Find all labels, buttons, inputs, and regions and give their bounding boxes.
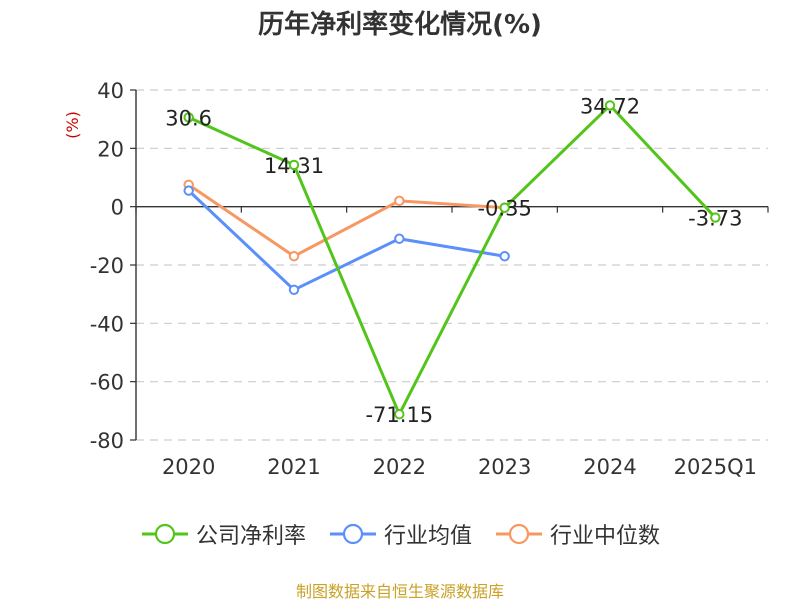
legend-item[interactable]: 公司净利率 bbox=[140, 518, 306, 550]
x-tick-label: 2021 bbox=[267, 455, 320, 479]
source-note: 制图数据来自恒生聚源数据库 bbox=[295, 582, 504, 601]
y-tick-label: -80 bbox=[90, 429, 124, 453]
data-labels: 30.6 14.31 -71.15 -0.35 34.72 -3.73 bbox=[165, 94, 742, 427]
x-tick-label: 2022 bbox=[373, 455, 426, 479]
data-label: -3.73 bbox=[688, 207, 742, 231]
legend-swatch bbox=[496, 523, 542, 545]
legend-swatch bbox=[329, 523, 376, 545]
x-tick-label: 2024 bbox=[583, 455, 636, 479]
legend: 公司净利率 行业均值 行业中位数 bbox=[0, 518, 800, 550]
axes: 40 20 0 -20 -40 -60 -80 2020 2021 2022 2023 2024 202… bbox=[63, 79, 769, 479]
data-label: 30.6 bbox=[165, 106, 212, 130]
x-tick-label: 2025Q1 bbox=[674, 455, 757, 479]
legend-label: 行业均值 bbox=[383, 524, 472, 549]
data-point[interactable] bbox=[288, 159, 300, 171]
data-label: 14.31 bbox=[264, 154, 324, 178]
x-tick-label: 2020 bbox=[162, 455, 215, 479]
y-tick-label: -60 bbox=[90, 371, 124, 395]
data-point[interactable] bbox=[499, 202, 510, 213]
series-line bbox=[187, 183, 505, 258]
y-tick-label: -20 bbox=[90, 254, 124, 278]
legend-label: 公司净利率 bbox=[195, 524, 306, 549]
y-tick-label: 40 bbox=[97, 79, 124, 103]
legend-swatch bbox=[141, 523, 188, 545]
data-point[interactable] bbox=[394, 195, 405, 207]
legend-item[interactable]: 行业中位数 bbox=[494, 518, 660, 550]
series-line bbox=[188, 103, 717, 416]
y-axis-label: (%) bbox=[63, 111, 82, 139]
grid-lines bbox=[136, 89, 768, 441]
data-point[interactable] bbox=[183, 112, 194, 123]
y-tick-label: 0 bbox=[111, 196, 124, 220]
data-point[interactable] bbox=[288, 284, 300, 295]
data-point[interactable] bbox=[604, 100, 616, 111]
data-label: -0.35 bbox=[477, 197, 531, 221]
data-point[interactable] bbox=[499, 251, 510, 262]
data-point[interactable] bbox=[394, 408, 405, 420]
data-label: 34.72 bbox=[580, 94, 640, 118]
data-point[interactable] bbox=[394, 233, 405, 244]
legend-item[interactable]: 行业均值 bbox=[328, 518, 472, 550]
chart-title: 历年净利率变化情况(%) bbox=[258, 10, 542, 40]
data-label: -71.15 bbox=[365, 403, 433, 427]
legend-label: 行业中位数 bbox=[550, 524, 661, 549]
x-tick-label: 2023 bbox=[478, 455, 531, 479]
y-tick-label: -40 bbox=[90, 312, 124, 336]
data-point[interactable] bbox=[288, 251, 300, 262]
data-point[interactable] bbox=[183, 185, 194, 196]
series-lines bbox=[183, 100, 721, 420]
y-tick-label: 20 bbox=[97, 137, 124, 161]
series-line bbox=[187, 189, 505, 292]
data-point[interactable] bbox=[710, 212, 721, 223]
